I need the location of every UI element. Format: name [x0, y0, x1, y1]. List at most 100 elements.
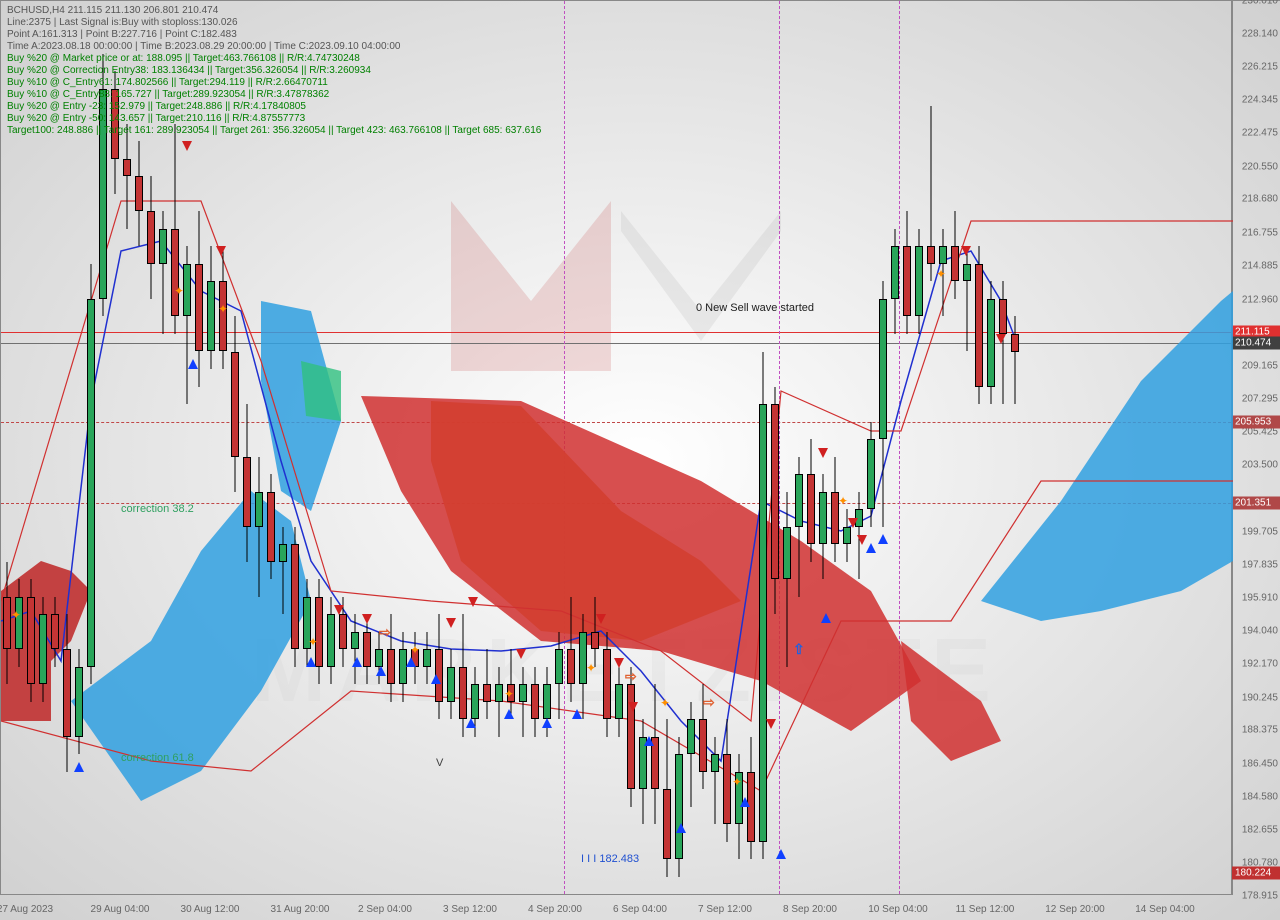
info-line: Buy %20 @ Entry -50: 143.657 || Target:2… [7, 113, 305, 124]
arrow-down-icon [614, 658, 624, 668]
arrow-down-icon [818, 448, 828, 458]
arrow-down-icon [516, 649, 526, 659]
arrow-up-icon [776, 849, 786, 859]
arrow-up-icon [740, 797, 750, 807]
x-axis-label: 8 Sep 20:00 [783, 904, 837, 915]
candlestick [699, 1, 707, 894]
candlestick [603, 1, 611, 894]
star-icon: ✦ [936, 267, 946, 281]
candlestick [627, 1, 635, 894]
y-axis-label: 209.165 [1242, 361, 1278, 372]
x-axis-label: 4 Sep 20:00 [528, 904, 582, 915]
candlestick [891, 1, 899, 894]
candlestick [843, 1, 851, 894]
candlestick [783, 1, 791, 894]
star-icon: ✦ [504, 687, 514, 701]
y-axis-label: 195.910 [1242, 593, 1278, 604]
hollow-arrow-icon: ⇨ [703, 694, 715, 711]
y-axis-label: 186.450 [1242, 759, 1278, 770]
star-icon: ✦ [660, 696, 670, 710]
x-axis-label: 7 Sep 12:00 [698, 904, 752, 915]
candlestick [867, 1, 875, 894]
annotation-text: 0 New Sell wave started [696, 302, 814, 314]
y-axis-label: 226.215 [1242, 62, 1278, 73]
candlestick [975, 1, 983, 894]
candlestick [759, 1, 767, 894]
y-axis-label: 197.835 [1242, 559, 1278, 570]
arrow-up-icon [352, 657, 362, 667]
star-icon: ✦ [732, 775, 742, 789]
hollow-arrow-icon: ⇨ [379, 624, 391, 641]
y-axis-label: 194.040 [1242, 626, 1278, 637]
plot-area[interactable]: MARKETZISTE ⇨⇨⇨⇧✦✦✦✦✦✦✦✦✦✦✦correction 38… [0, 0, 1232, 895]
candlestick [543, 1, 551, 894]
y-axis-label: 230.010 [1242, 0, 1278, 7]
candlestick [807, 1, 815, 894]
y-axis-label: 216.755 [1242, 228, 1278, 239]
arrow-down-icon [182, 141, 192, 151]
arrow-up-icon [188, 359, 198, 369]
y-axis-label: 203.500 [1242, 460, 1278, 471]
price-marker: 180.224 [1232, 867, 1280, 880]
y-axis-label: 188.375 [1242, 725, 1278, 736]
y-axis-label: 182.655 [1242, 825, 1278, 836]
y-axis-label: 220.550 [1242, 161, 1278, 172]
candlestick [987, 1, 995, 894]
y-axis-label: 218.680 [1242, 194, 1278, 205]
x-axis-label: 3 Sep 12:00 [443, 904, 497, 915]
candlestick [1011, 1, 1019, 894]
candlestick [771, 1, 779, 894]
star-icon: ✦ [586, 661, 596, 675]
info-line: Buy %20 @ Market price or at: 188.095 ||… [7, 53, 360, 64]
y-axis-label: 222.475 [1242, 127, 1278, 138]
y-axis-label: 212.960 [1242, 294, 1278, 305]
candlestick [795, 1, 803, 894]
info-line: BCHUSD,H4 211.115 211.130 206.801 210.47… [7, 5, 218, 16]
candlestick [927, 1, 935, 894]
y-axis-label: 224.345 [1242, 95, 1278, 106]
x-axis-label: 29 Aug 04:00 [91, 904, 150, 915]
arrow-up-icon [406, 657, 416, 667]
x-axis-label: 31 Aug 20:00 [271, 904, 330, 915]
candlestick [723, 1, 731, 894]
candlestick [555, 1, 563, 894]
x-axis-label: 12 Sep 20:00 [1045, 904, 1105, 915]
x-axis-label: 6 Sep 04:00 [613, 904, 667, 915]
candlestick [675, 1, 683, 894]
hollow-arrow-icon: ⇧ [793, 641, 805, 658]
trading-chart[interactable]: MARKETZISTE ⇨⇨⇨⇧✦✦✦✦✦✦✦✦✦✦✦correction 38… [0, 0, 1280, 920]
candlestick [915, 1, 923, 894]
info-line: Time A:2023.08.18 00:00:00 | Time B:2023… [7, 41, 400, 52]
y-axis-label: 192.170 [1242, 658, 1278, 669]
vertical-time-line [779, 1, 780, 894]
candlestick [639, 1, 647, 894]
candlestick [591, 1, 599, 894]
star-icon: ✦ [174, 284, 184, 298]
info-line: Line:2375 | Last Signal is:Buy with stop… [7, 17, 238, 28]
candlestick [903, 1, 911, 894]
arrow-down-icon [766, 719, 776, 729]
arrow-down-icon [216, 246, 226, 256]
x-axis-label: 11 Sep 12:00 [956, 904, 1015, 915]
arrow-up-icon [572, 709, 582, 719]
arrow-up-icon [644, 736, 654, 746]
annotation-text: correction 61.8 [121, 752, 194, 764]
y-axis-label: 184.580 [1242, 791, 1278, 802]
candlestick [711, 1, 719, 894]
candlestick [831, 1, 839, 894]
y-axis-label: 199.705 [1242, 526, 1278, 537]
price-axis: 230.010228.140226.215224.345222.475220.5… [1232, 0, 1280, 895]
arrow-up-icon [431, 674, 441, 684]
candlestick [939, 1, 947, 894]
x-axis-label: 27 Aug 2023 [0, 904, 53, 915]
arrow-down-icon [961, 246, 971, 256]
star-icon: ✦ [410, 643, 420, 657]
arrow-down-icon [334, 605, 344, 615]
annotation-text: V [436, 757, 443, 769]
candlestick [855, 1, 863, 894]
candlestick [579, 1, 587, 894]
info-line: Buy %20 @ Entry -23: 152.979 || Target:2… [7, 101, 306, 112]
y-axis-label: 214.885 [1242, 260, 1278, 271]
annotation-text: I I I 182.483 [581, 853, 639, 865]
x-axis-label: 14 Sep 04:00 [1135, 904, 1195, 915]
